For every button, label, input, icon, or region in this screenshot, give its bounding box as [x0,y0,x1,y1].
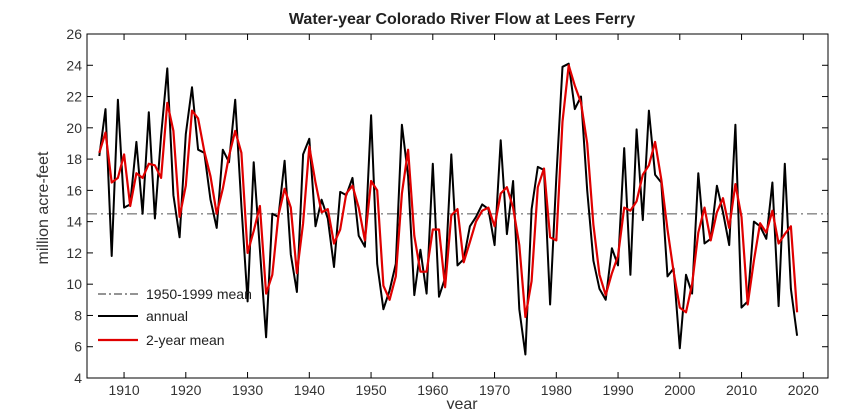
x-tick-label: 1990 [602,382,633,398]
chart-ticks: 4 6 8 10 12 14 16 18 20 22 24 26 1910 1920 1930 1940 195… [66,26,828,398]
plot-frame [86,33,829,379]
y-axis-label: million acre-feet [35,151,52,264]
x-tick-label: 2020 [788,382,819,398]
y-tick-label: 26 [66,26,82,42]
x-tick-label: 1910 [108,382,139,398]
y-tick-label: 14 [66,214,82,230]
x-tick-label: 1970 [479,382,510,398]
y-tick-label: 16 [66,182,82,198]
legend-label-annual: annual [146,308,188,324]
y-tick-label: 24 [66,57,82,73]
x-tick-label: 2010 [726,382,757,398]
y-tick-label: 4 [74,370,82,386]
y-tick-label: 18 [66,151,82,167]
y-tick-label: 22 [66,89,82,105]
series-2-year-mean-line [98,64,799,319]
y-tick-label: 8 [74,307,82,323]
x-tick-label: 1930 [232,382,263,398]
legend: 1950-1999 mean annual 2-year mean [98,286,252,348]
y-tick-label: 20 [66,120,82,136]
chart-title: Water-year Colorado River Flow at Lees F… [289,11,635,28]
legend-label-2-year-mean: 2-year mean [146,332,225,348]
x-tick-label: 1940 [294,382,325,398]
y-tick-label: 12 [66,245,82,261]
x-tick-label: 1920 [170,382,201,398]
series-annual-line [98,62,799,356]
x-axis-label: year [446,396,478,409]
y-tick-label: 6 [74,339,82,355]
x-tick-label: 1960 [417,382,448,398]
x-tick-label: 1950 [355,382,386,398]
x-tick-label: 1980 [541,382,572,398]
x-tick-label: 2000 [664,382,695,398]
y-tick-label: 10 [66,276,82,292]
legend-label-reference: 1950-1999 mean [146,286,252,302]
